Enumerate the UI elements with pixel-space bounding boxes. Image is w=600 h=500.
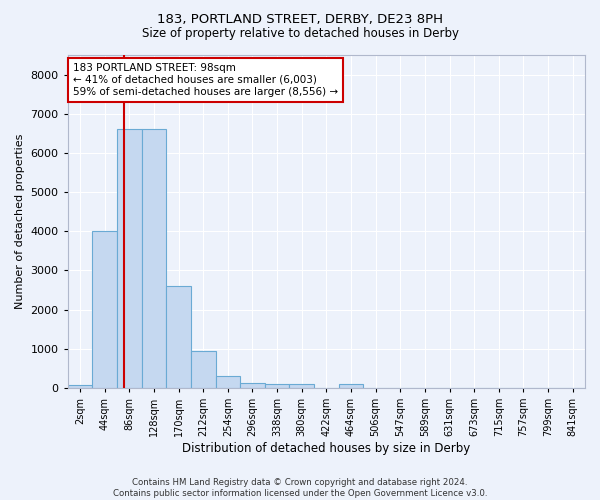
Bar [215, 376, 240, 388]
Text: Contains HM Land Registry data © Crown copyright and database right 2024.
Contai: Contains HM Land Registry data © Crown c… [113, 478, 487, 498]
Bar [92, 231, 117, 388]
X-axis label: Distribution of detached houses by size in Derby: Distribution of detached houses by size … [182, 442, 470, 455]
Bar [240, 383, 265, 388]
Y-axis label: Number of detached properties: Number of detached properties [15, 134, 25, 309]
Bar [68, 385, 92, 388]
Bar [191, 350, 215, 388]
Bar [117, 130, 142, 388]
Text: Size of property relative to detached houses in Derby: Size of property relative to detached ho… [142, 28, 458, 40]
Bar [289, 384, 314, 388]
Bar [265, 384, 289, 388]
Bar [166, 286, 191, 388]
Bar [338, 384, 364, 388]
Bar [142, 130, 166, 388]
Text: 183, PORTLAND STREET, DERBY, DE23 8PH: 183, PORTLAND STREET, DERBY, DE23 8PH [157, 12, 443, 26]
Text: 183 PORTLAND STREET: 98sqm
← 41% of detached houses are smaller (6,003)
59% of s: 183 PORTLAND STREET: 98sqm ← 41% of deta… [73, 64, 338, 96]
